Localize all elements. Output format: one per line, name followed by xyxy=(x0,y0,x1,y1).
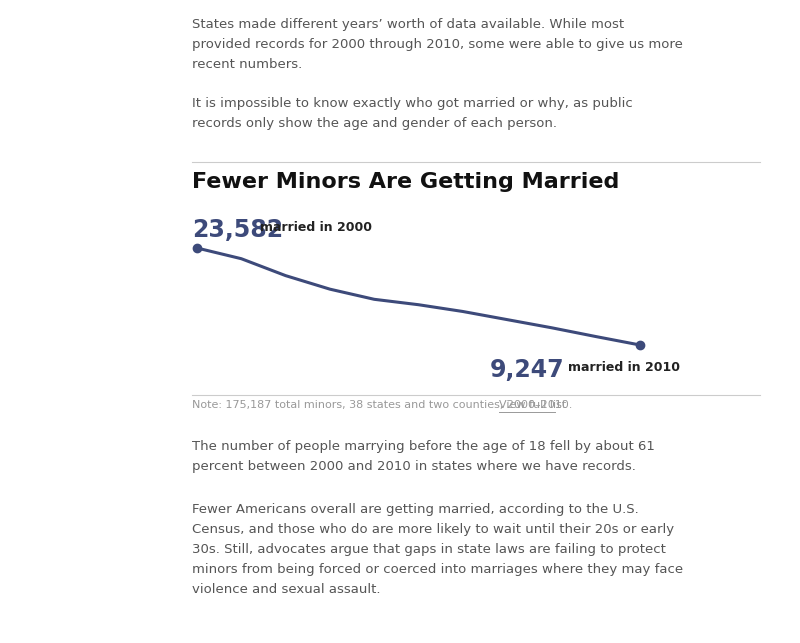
Text: The number of people marrying before the age of 18 fell by about 61
percent betw: The number of people marrying before the… xyxy=(192,440,655,473)
Text: married in 2010: married in 2010 xyxy=(568,361,680,374)
Text: View full list: View full list xyxy=(499,400,566,410)
Text: States made different years’ worth of data available. While most
provided record: States made different years’ worth of da… xyxy=(192,18,683,71)
Text: 23,582: 23,582 xyxy=(192,218,283,242)
Text: 9,247: 9,247 xyxy=(490,358,565,382)
Text: married in 2000: married in 2000 xyxy=(260,221,372,234)
Text: It is impossible to know exactly who got married or why, as public
records only : It is impossible to know exactly who got… xyxy=(192,97,633,130)
Text: Note: 175,187 total minors, 38 states and two counties, 2000–2010.: Note: 175,187 total minors, 38 states an… xyxy=(192,400,572,410)
Text: Fewer Minors Are Getting Married: Fewer Minors Are Getting Married xyxy=(192,172,619,192)
Text: Fewer Americans overall are getting married, according to the U.S.
Census, and t: Fewer Americans overall are getting marr… xyxy=(192,503,683,596)
